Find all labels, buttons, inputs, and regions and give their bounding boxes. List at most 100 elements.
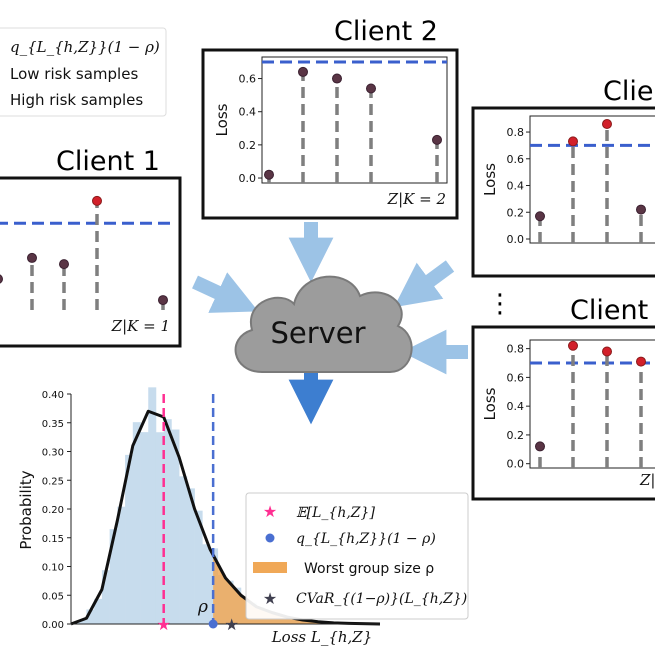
client-k-frame [471,325,655,501]
ytick-label: 0.0 [507,233,525,246]
server-cloud-shape [234,275,413,373]
cvar-star-marker: ★ [225,615,239,634]
ytick-label: 0.6 [239,73,257,86]
client-1-title: Client 1 [56,146,160,177]
high-risk-sample-point [602,119,612,130]
histogram-bar [202,544,211,624]
legend-quantile-label: q_{L_{h,Z}}(1 − ρ) [296,531,436,547]
low-risk-sample-point [332,73,342,84]
distribution-legend-frame [245,492,469,620]
low-risk-sample-point [158,295,168,306]
client-1-group-label: Z|K = 1 [111,317,170,335]
ytick-label: 0.2 [507,206,525,219]
high-risk-sample-point [636,356,646,367]
low-risk-sample-point [59,259,69,270]
histogram-bar [155,432,164,624]
server-label: Server [270,316,365,350]
ytick-label: 0.10 [42,563,64,574]
client-1-plot [0,195,172,310]
client-axes-frame [261,56,448,184]
histogram-bar [101,570,110,624]
histogram-bar [171,429,180,624]
client-2-title: Client 2 [334,16,438,47]
client-axes-frame [529,339,655,469]
more-clients-ellipsis: ⋮ [487,289,513,319]
client-3-panel: Clie 0.0 0.2 0.4 0.6 0.8 Loss [471,76,655,278]
server-cloud: Server [234,275,413,373]
client-k-title: Client [570,295,648,326]
low-risk-sample-point [432,134,442,145]
mean-star-marker: ★ [157,615,171,634]
ytick-label: 0.15 [42,534,64,545]
low-risk-sample-point [366,83,376,94]
arrow-client-1 [192,272,259,313]
client-2-group-label: Z|K = 2 [387,190,446,208]
high-risk-sample-point [92,195,102,206]
mean-star-icon: ★ [263,502,277,521]
ytick-label: 0.20 [42,505,64,516]
ytick-label: 0.35 [42,419,64,430]
client-3-plot: 0.0 0.2 0.4 0.6 0.8 Loss [481,115,655,246]
ytick-label: 0.4 [239,106,257,119]
histogram-bar [132,422,141,624]
client-ylabel: Loss [213,103,231,136]
ytick-label: 0.25 [42,476,64,487]
client-k-plot: 0.0 0.2 0.4 0.6 0.8 Loss [481,339,655,471]
client-1-panel: Client 1 Z|K = 1 [0,146,182,348]
histogram-bar [140,432,149,624]
cvar-star-icon: ★ [263,589,277,608]
ytick-label: 0.40 [42,390,64,401]
top-legend-frame [0,27,167,117]
client-k-group-label: Z| [639,471,655,489]
client-ylabel: Loss [481,387,499,420]
ytick-label: 0.4 [507,180,525,193]
ytick-label: 0.30 [42,448,64,459]
histogram-bar [78,619,87,624]
ytick-label: 0.4 [507,400,525,413]
histogram-bar [94,598,103,624]
legend-mean-label: 𝔼[L_{h,Z}] [296,505,375,521]
client-3-frame [471,106,655,278]
ytick-label: 0.2 [507,429,525,442]
low-risk-sample-point [264,169,274,180]
density-curve [70,409,381,626]
histogram-bar [109,529,118,624]
low-risk-sample-point [0,274,3,284]
high-risk-sample-point [568,340,578,351]
client-2-frame [201,48,459,220]
legend-high-risk-label: High risk samples [10,91,143,109]
arrow-client-3 [393,260,455,308]
legend-worst-group-label: Worst group size ρ [304,561,434,577]
client-ylabel: Loss [481,163,499,196]
ytick-label: 0.8 [507,343,525,356]
loss-distribution-chart: 0.00 0.05 0.10 0.15 0.20 0.25 0.30 0.35 0.40 ★ ★ P… [17,387,469,646]
ytick-label: 0.6 [507,371,525,384]
high-risk-sample-point [602,346,612,357]
histogram-bar [86,609,95,624]
ytick-label: 0.05 [42,591,64,602]
quantile-dot-marker [208,619,218,629]
high-risk-sample-point [568,136,578,147]
histogram-bar [186,488,195,624]
histogram-bar [179,476,188,624]
client-k-panel: Client 0.0 0.2 0.4 0.6 0.8 Loss Z| [471,295,655,501]
top-legend: q_{L_{h,Z}}(1 − ρ) Low risk samples High… [0,27,167,117]
rho-label: ρ [197,597,208,617]
histogram-bar [125,454,134,624]
histogram-bar [117,506,126,624]
ytick-label: 0.6 [507,153,525,166]
tail-swatch-icon [253,562,287,573]
client-to-server-arrows [192,222,468,425]
client-2-plot: 0.0 0.2 0.4 0.6 Loss [213,56,448,185]
histogram-bar [163,419,172,624]
low-risk-sample-point [636,204,646,215]
legend-cvar-label: CVaR_{(1−ρ)}(L_{h,Z}) [296,591,467,607]
client-2-panel: Client 2 0.0 0.2 0.4 0.6 Loss Z|K = 2 [201,16,459,220]
distribution-xlabel: Loss L_{h,Z} [271,628,373,646]
ytick-label: 0.00 [42,620,64,631]
low-risk-sample-point [535,441,545,452]
ytick-label: 0.0 [239,172,257,185]
histogram-bar [194,510,203,624]
ytick-label: 0.0 [507,458,525,471]
